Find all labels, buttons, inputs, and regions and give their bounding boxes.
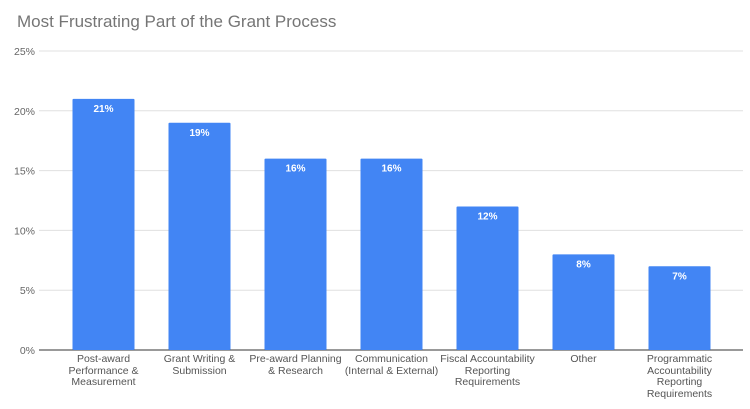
x-tick-label: Post-award Performance & Measurement bbox=[68, 353, 139, 388]
bar bbox=[552, 254, 615, 350]
x-tick-label: Programmatic Accountability Reporting Re… bbox=[646, 353, 713, 400]
bar bbox=[168, 122, 231, 350]
y-tick-label: 15% bbox=[14, 166, 35, 178]
x-tick-label: Grant Writing & Submission bbox=[163, 353, 236, 377]
x-tick-label: Other bbox=[570, 353, 597, 365]
y-tick-label: 20% bbox=[14, 106, 35, 118]
x-tick-label: Pre-award Planning & Research bbox=[249, 353, 342, 377]
data-label: 16% bbox=[285, 164, 305, 175]
data-label: 19% bbox=[189, 128, 209, 139]
data-label: 16% bbox=[381, 164, 401, 175]
data-label: 12% bbox=[477, 211, 497, 222]
x-tick-label: Communication (Internal & External) bbox=[344, 353, 439, 377]
data-label: 21% bbox=[93, 104, 113, 115]
data-label: 7% bbox=[672, 271, 687, 282]
y-tick-label: 10% bbox=[14, 225, 35, 237]
data-label: 8% bbox=[576, 259, 591, 270]
bar bbox=[264, 158, 327, 350]
x-tick-label: Fiscal Accountability Reporting Requirem… bbox=[440, 353, 535, 388]
bar bbox=[72, 98, 135, 350]
chart-title: Most Frustrating Part of the Grant Proce… bbox=[17, 12, 337, 31]
y-tick-label: 0% bbox=[20, 345, 35, 357]
bar bbox=[360, 158, 423, 350]
bar bbox=[456, 206, 519, 350]
y-tick-label: 25% bbox=[14, 46, 35, 58]
bar bbox=[648, 266, 711, 350]
y-tick-label: 5% bbox=[20, 285, 35, 297]
